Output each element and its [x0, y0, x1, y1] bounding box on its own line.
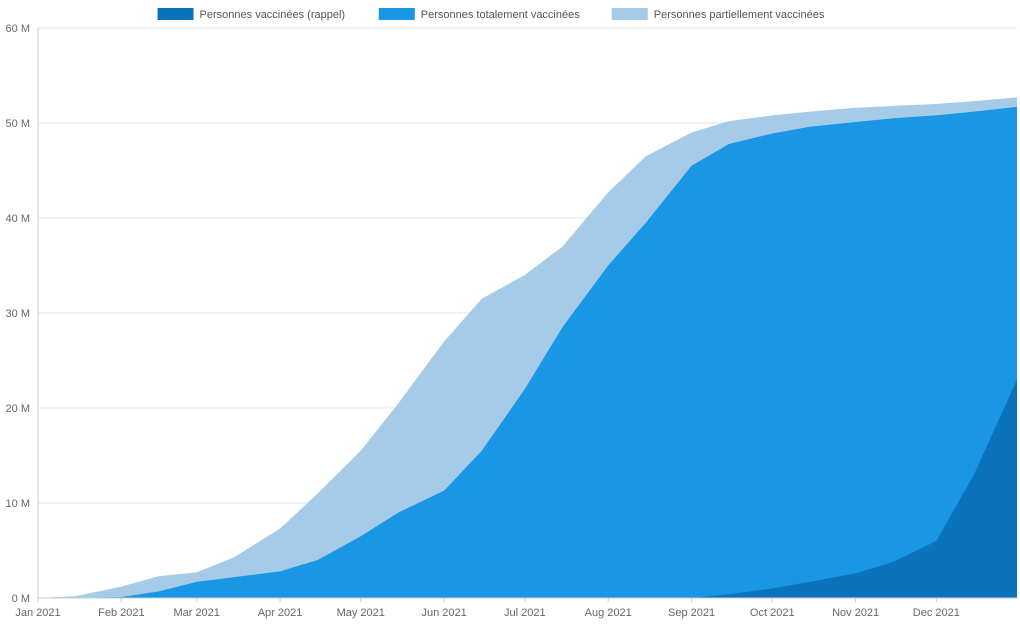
y-tick-label: 0 M — [12, 593, 30, 605]
y-axis-tick-labels: 0 M 10 M 20 M 30 M 40 M 50 M 60 M — [6, 23, 30, 605]
y-tick-label: 50 M — [6, 118, 30, 130]
legend-swatch — [378, 8, 415, 20]
legend: Personnes vaccinées (rappel) Personnes to… — [157, 8, 825, 21]
x-tick-label: Dec 2021 — [913, 607, 960, 619]
axes — [37, 28, 1017, 599]
y-tick-label: 30 M — [6, 308, 30, 320]
x-tick-label: Oct 2021 — [750, 607, 795, 619]
series-area-personnes-totalement-vaccinees — [38, 106, 1017, 598]
legend-swatch — [611, 8, 648, 20]
legend-label: Personnes totalement vaccinées — [421, 9, 580, 21]
x-tick-label: Apr 2021 — [258, 607, 303, 619]
x-tick-label: Aug 2021 — [585, 607, 632, 619]
x-tick-label: Mar 2021 — [173, 607, 219, 619]
y-tick-label: 40 M — [6, 213, 30, 225]
legend-item[interactable]: Personnes partiellement vaccinées — [611, 8, 825, 21]
x-tick-label: Nov 2021 — [832, 607, 879, 619]
x-tick-label: Jun 2021 — [421, 607, 466, 619]
legend-swatch — [157, 8, 194, 20]
x-axis-tick-labels: Jan 2021 Feb 2021 Mar 2021 Apr 2021 May 2021… — [15, 598, 960, 619]
legend-label: Personnes partiellement vaccinées — [654, 9, 825, 21]
series-areas — [38, 97, 1017, 598]
legend-item[interactable]: Personnes vaccinées (rappel) — [157, 8, 346, 21]
series-area-personnes-vaccinees-rappel — [38, 379, 1017, 598]
legend-label: Personnes vaccinées (rappel) — [200, 9, 346, 21]
x-tick-label: Sep 2021 — [668, 607, 715, 619]
y-tick-label: 10 M — [6, 498, 30, 510]
y-tick-label: 20 M — [6, 403, 30, 415]
x-tick-label: Jul 2021 — [504, 607, 546, 619]
x-tick-label: May 2021 — [337, 607, 385, 619]
x-tick-label: Jan 2021 — [15, 607, 60, 619]
y-tick-label: 60 M — [6, 23, 30, 35]
x-tick-label: Feb 2021 — [98, 607, 144, 619]
legend-item[interactable]: Personnes totalement vaccinées — [378, 8, 580, 21]
